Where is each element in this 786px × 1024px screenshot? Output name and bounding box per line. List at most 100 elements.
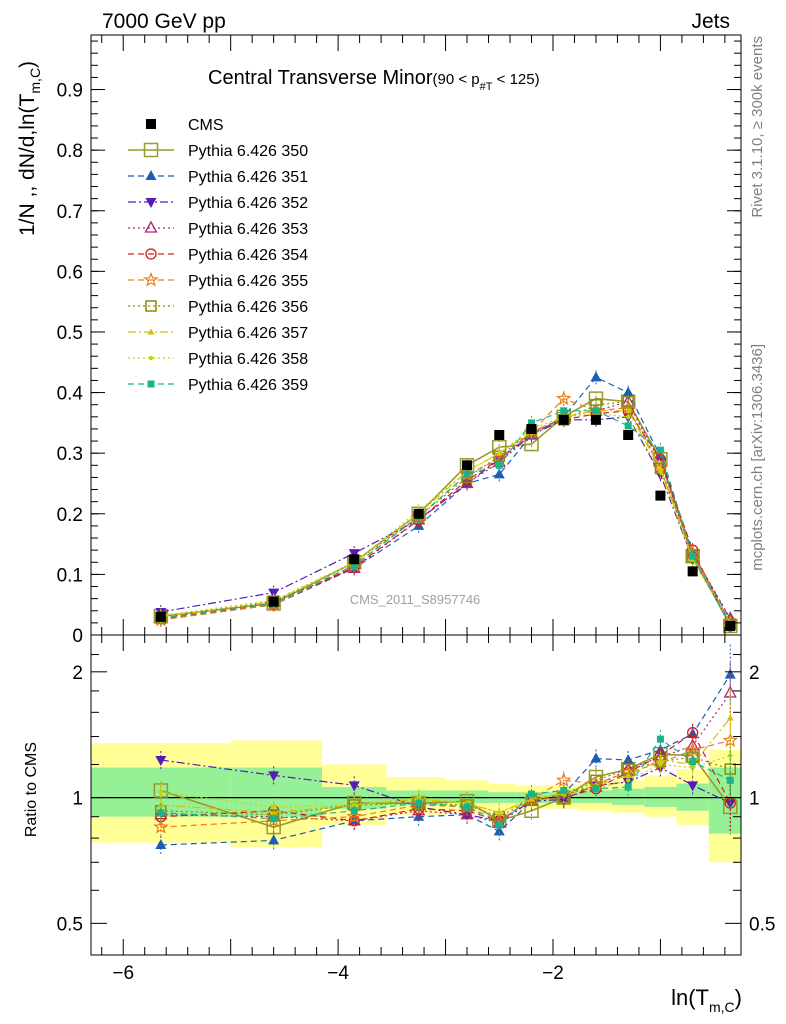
legend-entry: Pythia 6.426 356 <box>128 299 308 316</box>
ratio-point <box>268 771 280 782</box>
main-y-tick-label: 0.4 <box>57 384 84 405</box>
ratio-point <box>158 789 164 795</box>
ratio-band-inner-10 <box>644 787 677 807</box>
ratio-point <box>726 714 734 721</box>
legend-entry: Pythia 6.426 350 <box>128 142 308 160</box>
data-point <box>560 407 568 415</box>
legend-label: Pythia 6.426 356 <box>188 299 308 316</box>
main-y-tick-label: 0.6 <box>57 262 83 283</box>
legend-marker <box>145 248 157 260</box>
legend-marker <box>144 220 158 233</box>
cms-data-point <box>155 611 166 622</box>
ratio-point <box>351 802 357 808</box>
data-point <box>622 395 634 408</box>
legend-label: Pythia 6.426 355 <box>188 273 308 290</box>
legend-label: Pythia 6.426 357 <box>188 325 308 342</box>
cms-data-point <box>558 414 569 425</box>
xlabel-sub: m,C <box>709 999 735 1015</box>
ratio-point <box>724 668 736 679</box>
data-point <box>527 419 535 427</box>
legend-marker <box>146 119 156 129</box>
ratio-point <box>155 756 167 767</box>
watermark: CMS_2011_S8957746 <box>350 592 481 607</box>
cms-data-point <box>526 423 537 434</box>
ratio-point <box>622 754 634 765</box>
x-tick-label: −4 <box>327 963 349 984</box>
data-point <box>555 390 572 406</box>
ratio-y-tick-label-right: 1 <box>749 789 760 810</box>
axes-group: 0 0.1 0.2 0.3 0.4 0.5 0.6 0.7 0.8 0.9 −6 −4 −2 0.5 0.5… <box>57 35 775 984</box>
data-point <box>497 450 502 456</box>
data-point <box>495 461 503 469</box>
legend-entry: Pythia 6.426 355 <box>128 271 308 290</box>
main-series-group <box>153 370 739 634</box>
legend-marker <box>145 300 157 312</box>
cms-data-point <box>655 490 666 501</box>
legend-label: Pythia 6.426 353 <box>188 221 308 238</box>
legend-marker <box>145 170 157 180</box>
title-cut-sub: #T <box>480 81 493 93</box>
data-point <box>590 371 602 382</box>
plot-title: Central Transverse Minor(90 < p#T < 125) <box>208 67 540 93</box>
cms-data-point <box>462 460 473 471</box>
ratio-point <box>348 781 360 792</box>
data-point <box>493 468 505 479</box>
data-point <box>622 386 634 397</box>
ylabel-main: 1/N ,, dN/d,ln(T <box>16 93 39 236</box>
side-label-rivet: Rivet 3.1.10, ≥ 300k events <box>749 36 766 218</box>
legend-label: Pythia 6.426 352 <box>188 195 308 212</box>
main-y-tick-label: 0.2 <box>57 505 83 526</box>
series-line <box>160 376 731 621</box>
main-y-tick-label: 0 <box>72 626 83 647</box>
legend-label: CMS <box>188 117 224 134</box>
ylabel-end: ) <box>16 61 39 68</box>
ratio-y-axis-label: Ratio to CMS <box>23 742 40 837</box>
legend-marker <box>147 328 155 335</box>
ratio-point <box>416 795 421 800</box>
ratio-point <box>690 765 695 770</box>
legend-label: Pythia 6.426 351 <box>188 169 308 186</box>
ratio-series-pythia-6426-359 <box>157 730 734 834</box>
ratio-point <box>270 809 278 816</box>
plot-frames <box>90 34 742 956</box>
legend-entry: CMS <box>146 117 224 134</box>
ratio-point <box>268 834 280 845</box>
legend-label: Pythia 6.426 358 <box>188 351 308 368</box>
ratio-point <box>415 799 423 807</box>
legend-entry: Pythia 6.426 357 <box>128 325 308 342</box>
cms-data-point <box>623 430 634 440</box>
legend-label: Pythia 6.426 354 <box>188 247 308 264</box>
side-label-mcplots: mcplots.cern.ch [arXiv:1306.3436] <box>749 344 766 571</box>
ratio-point <box>687 781 699 792</box>
ratio-y-tick-label: 1 <box>72 789 83 810</box>
ratio-y-tick-label: 0.5 <box>57 914 83 935</box>
main-y-tick-label: 0.5 <box>57 323 83 344</box>
ratio-point <box>497 810 502 815</box>
data-point <box>656 446 664 454</box>
data-point <box>625 414 631 420</box>
ratio-point <box>527 790 535 798</box>
ratio-point <box>689 758 697 766</box>
ratio-y-tick-label-right: 0.5 <box>749 914 775 935</box>
ratio-point <box>350 807 358 815</box>
cms-data-point <box>590 414 601 425</box>
legend-label: Pythia 6.426 350 <box>188 143 308 160</box>
legend-marker <box>145 198 157 208</box>
x-tick-label: −6 <box>112 963 134 984</box>
data-point <box>658 469 663 474</box>
ratio-point <box>625 778 631 783</box>
title-main: Central Transverse Minor <box>208 67 433 89</box>
ratio-point <box>590 752 602 763</box>
header-right: Jets <box>691 10 730 33</box>
ratio-point <box>157 809 165 817</box>
main-y-tick-label: 0.9 <box>57 81 83 102</box>
ratio-point <box>271 804 276 810</box>
ratio-point <box>592 785 600 793</box>
ratio-point <box>155 839 167 850</box>
legend-label: Pythia 6.426 359 <box>188 377 308 394</box>
legend-marker <box>143 142 159 158</box>
legend-entry: Pythia 6.426 351 <box>128 169 308 186</box>
ratio-point <box>153 818 169 834</box>
legend-entry: Pythia 6.426 358 <box>128 351 308 368</box>
